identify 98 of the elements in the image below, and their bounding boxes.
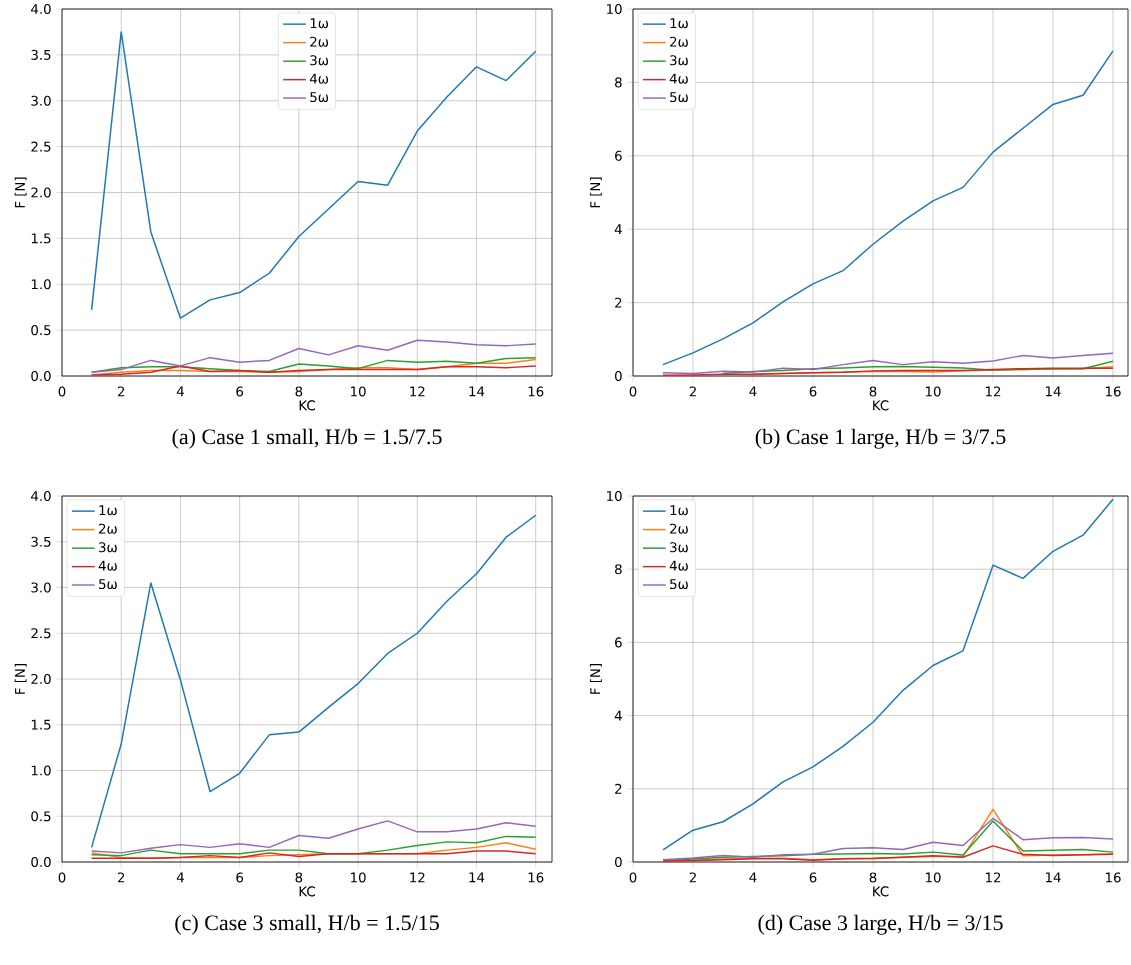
y-axis-title: F [N]: [589, 177, 602, 208]
x-tick-label: 4: [176, 386, 184, 397]
legend-label: 2ω: [99, 523, 117, 534]
x-tick-label: 12: [985, 872, 1001, 883]
x-tick-label: 4: [749, 386, 757, 397]
x-tick-label: 16: [528, 872, 544, 883]
legend-label: 2ω: [670, 36, 688, 47]
y-tick-label: 3.0: [31, 95, 51, 106]
legend-label: 1ω: [670, 505, 688, 516]
legend-label: 2ω: [670, 523, 688, 534]
x-tick-label: 10: [351, 872, 366, 883]
x-tick-label: 2: [689, 386, 696, 397]
legend-label: 5ω: [310, 92, 329, 103]
y-axis-title: F [N]: [14, 664, 27, 694]
x-tick-label: 4: [749, 872, 757, 883]
x-tick-label: 14: [1045, 386, 1061, 397]
y-tick-label: 6: [615, 637, 622, 648]
y-tick-label: 0: [615, 856, 622, 868]
y-axis-title: F [N]: [14, 177, 27, 208]
y-tick-label: 2.0: [31, 673, 51, 685]
x-tick-label: 12: [410, 872, 425, 883]
y-tick-label: 8: [615, 77, 622, 88]
text: (c) Case 3 small, H/b = 1.5/15: [175, 914, 439, 935]
x-tick-label: 14: [469, 386, 485, 397]
y-tick-label: 2.5: [31, 628, 51, 639]
y-tick-label: 0: [615, 370, 622, 382]
y-tick-label: 0.5: [31, 325, 51, 336]
x-tick-label: 16: [1105, 386, 1121, 397]
x-tick-label: 8: [869, 872, 877, 883]
text: (a) Case 1 small, H/b = 1.5/7.5: [172, 428, 442, 449]
x-axis-title: KC: [873, 886, 889, 897]
y-tick-label: 1.0: [31, 279, 51, 290]
legend-label: 3ω: [99, 542, 117, 553]
x-tick-label: 2: [117, 386, 125, 397]
y-tick-label: 4: [614, 224, 622, 235]
x-tick-label: 2: [689, 872, 696, 883]
y-tick-label: 10: [607, 490, 622, 502]
x-axis-title: KC: [299, 400, 315, 411]
text: (b) Case 1 large, H/b = 3/7.5: [755, 428, 1006, 449]
x-tick-label: 0: [58, 386, 66, 397]
y-tick-label: 2.0: [31, 187, 51, 198]
y-tick-label: 2: [615, 297, 622, 308]
legend-label: 1ω: [670, 18, 688, 29]
y-tick-label: 6: [615, 150, 622, 161]
y-tick-label: 0.0: [31, 370, 51, 382]
x-tick-label: 6: [236, 872, 244, 883]
x-tick-label: 4: [176, 872, 184, 883]
legend-label: 4ω: [98, 560, 117, 571]
legend-label: 5ω: [670, 92, 688, 103]
y-tick-label: 0.5: [31, 811, 51, 822]
x-tick-label: 16: [528, 386, 544, 397]
x-axis-title: KC: [873, 400, 889, 411]
x-tick-label: 6: [809, 872, 817, 883]
legend-label: 3ω: [670, 55, 688, 66]
x-tick-label: 0: [629, 872, 637, 883]
y-tick-label: 8: [615, 564, 622, 575]
x-tick-label: 6: [809, 386, 817, 397]
legend-label: 3ω: [310, 55, 329, 66]
legend-label: 5ω: [99, 579, 117, 590]
y-tick-label: 0.0: [31, 856, 51, 868]
x-tick-label: 6: [236, 386, 244, 397]
text: (d) Case 3 large, H/b = 3/15: [758, 914, 1003, 935]
y-tick-label: 3.5: [31, 536, 51, 547]
x-tick-label: 12: [410, 386, 425, 397]
legend-label: 4ω: [669, 560, 688, 571]
x-tick-label: 16: [1105, 872, 1121, 883]
y-tick-label: 1.5: [31, 719, 51, 730]
x-tick-label: 12: [985, 386, 1001, 397]
x-tick-label: 8: [295, 386, 303, 397]
y-tick-label: 3.0: [31, 582, 51, 593]
x-tick-label: 8: [869, 386, 877, 397]
x-tick-label: 10: [925, 872, 941, 883]
y-axis-title: F [N]: [589, 664, 602, 694]
x-tick-label: 10: [351, 386, 366, 397]
x-tick-label: 14: [469, 872, 485, 883]
x-tick-label: 0: [629, 386, 637, 397]
x-tick-label: 10: [925, 386, 941, 397]
y-tick-label: 1.0: [31, 765, 51, 776]
y-tick-label: 1.5: [31, 233, 51, 244]
x-tick-label: 14: [1045, 872, 1061, 883]
x-tick-label: 2: [117, 872, 125, 883]
y-tick-label: 10: [607, 3, 622, 15]
legend-label: 1ω: [310, 18, 329, 29]
legend-label: 5ω: [670, 579, 688, 590]
y-tick-label: 4.0: [31, 3, 51, 15]
x-tick-label: 0: [58, 872, 66, 883]
legend-label: 2ω: [310, 36, 329, 47]
y-tick-label: 4: [614, 710, 622, 721]
legend-label: 1ω: [99, 505, 117, 516]
y-tick-label: 2: [615, 783, 622, 794]
legend-label: 4ω: [309, 73, 329, 84]
legend-label: 3ω: [670, 542, 688, 553]
y-tick-label: 3.5: [31, 49, 51, 60]
y-tick-label: 4.0: [31, 490, 51, 502]
y-tick-label: 2.5: [31, 141, 51, 152]
legend-label: 4ω: [669, 73, 688, 84]
x-tick-label: 8: [295, 872, 303, 883]
x-axis-title: KC: [299, 886, 315, 897]
